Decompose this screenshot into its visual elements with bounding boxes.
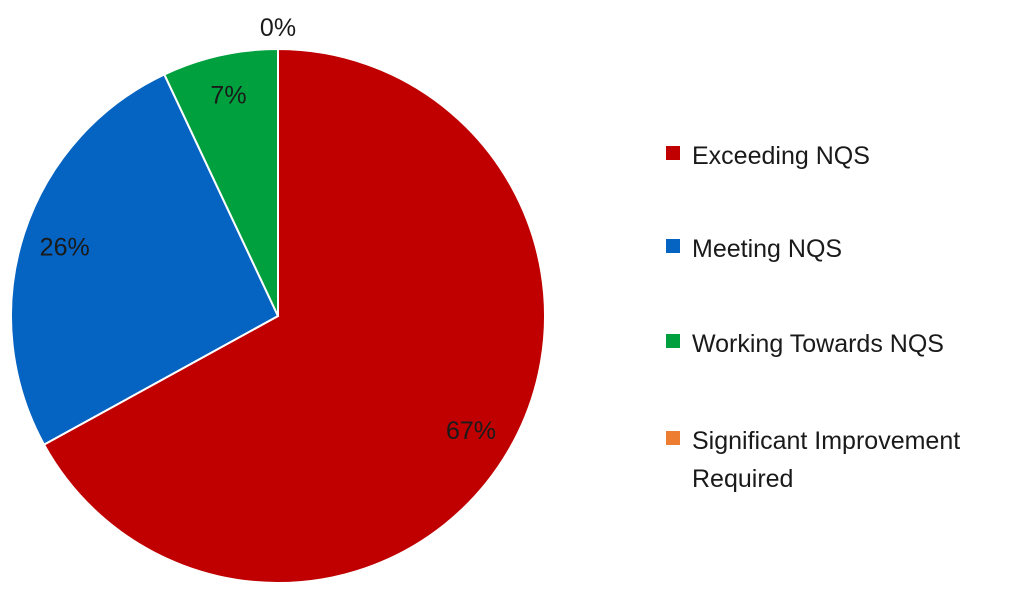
slices-group: [10, 47, 546, 584]
legend-swatch: [666, 146, 680, 160]
legend-item-exceeding-nqs: Exceeding NQS: [666, 137, 1022, 175]
data-label-significant-improvement-required: 0%: [260, 14, 296, 42]
legend-swatch: [666, 239, 680, 253]
legend-label: Meeting NQS: [692, 235, 843, 263]
data-labels-group: 67% 26% 7% 0%: [40, 14, 496, 445]
data-label-working-towards-nqs: 7%: [210, 82, 246, 110]
legend-label: Exceeding NQS: [692, 142, 870, 170]
legend-item-significant-improvement-required: Significant Improvement Required: [666, 422, 1022, 498]
legend-label: Significant Improvement Required: [692, 427, 961, 493]
pie-slice-exceeding-nqs: [42, 47, 546, 584]
data-label-exceeding-nqs: 67%: [446, 417, 496, 445]
legend-swatch: [666, 431, 680, 445]
legend-label: Working Towards NQS: [692, 330, 944, 358]
legend-swatch: [666, 334, 680, 348]
pie-slice-working-towards-nqs: [162, 47, 279, 317]
pie-slice-meeting-nqs: [10, 73, 280, 446]
legend-item-meeting-nqs: Meeting NQS: [666, 230, 1022, 268]
legend-item-working-towards-nqs: Working Towards NQS: [666, 325, 1022, 363]
data-label-meeting-nqs: 26%: [40, 234, 90, 262]
